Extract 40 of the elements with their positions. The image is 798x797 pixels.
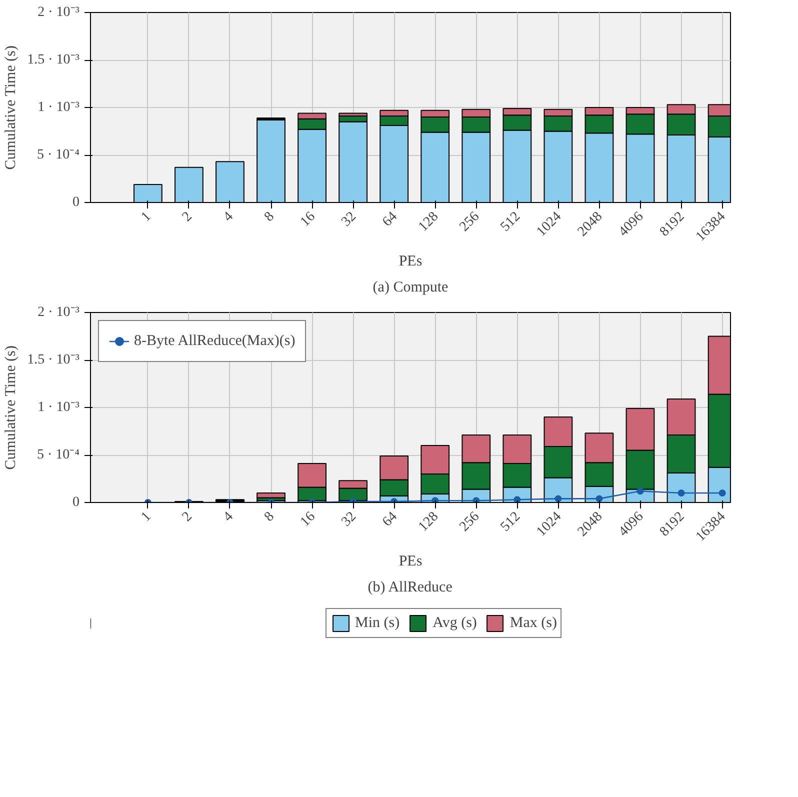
x-tick-label: 2 [180, 209, 196, 225]
x-tick-label: 32 [338, 509, 360, 530]
x-tick-label: 8 [262, 509, 278, 525]
y-tick-label: 0 [72, 495, 80, 510]
legend-label: Avg (s) [432, 614, 477, 632]
y-tick-label: 2 · 10⁻³ [38, 5, 80, 20]
x-tick-label: 8 [262, 209, 278, 225]
x-tick-label: 4 [220, 509, 236, 525]
y-axis-title: Cumulative Time (s) [3, 46, 20, 170]
x-tick-label: 128 [416, 509, 442, 535]
y-tick-label: 5 · 10⁻⁴ [36, 148, 80, 162]
x-tick-label: 1 [138, 509, 154, 525]
legend-label: Min (s) [355, 614, 400, 632]
y-tick-label: 1 · 10⁻³ [38, 400, 80, 415]
x-tick-label: 128 [416, 209, 442, 235]
text: (b) AllReduce [368, 580, 453, 596]
x-axis-title: PEs [398, 553, 422, 570]
x-tick-label: 16 [298, 509, 318, 530]
y-tick-label: 2 · 10⁻³ [38, 305, 80, 320]
x-tick-label: 256 [457, 209, 483, 235]
y-tick-label: 0 [72, 195, 80, 210]
x-tick-label: 64 [380, 209, 400, 230]
x-axis-title: PEs [398, 253, 422, 270]
x-tick-label: 32 [338, 209, 360, 230]
x-tick-label: 2 [180, 509, 196, 525]
x-tick-label: 512 [498, 509, 524, 535]
text: (a) Compute [372, 280, 449, 296]
x-tick-label: 16 [298, 209, 318, 230]
legend-label: 8-Byte AllReduce(Max)(s) [134, 332, 296, 350]
x-tick-label: 512 [498, 209, 524, 235]
y-tick-label: 1.5 · 10⁻³ [27, 52, 80, 68]
x-tick-label: 1 [138, 209, 154, 225]
y-tick-label: 5 · 10⁻⁴ [36, 448, 80, 462]
y-axis-title: Cumulative Time (s) [3, 346, 20, 470]
legend-label: Max (s) [510, 614, 557, 632]
x-tick-label: 256 [457, 509, 483, 535]
x-tick-label: 64 [380, 509, 400, 530]
y-tick-label: 1.5 · 10⁻³ [27, 352, 80, 368]
y-tick-label: 1 · 10⁻³ [38, 100, 80, 115]
x-tick-label: 4 [220, 209, 236, 225]
